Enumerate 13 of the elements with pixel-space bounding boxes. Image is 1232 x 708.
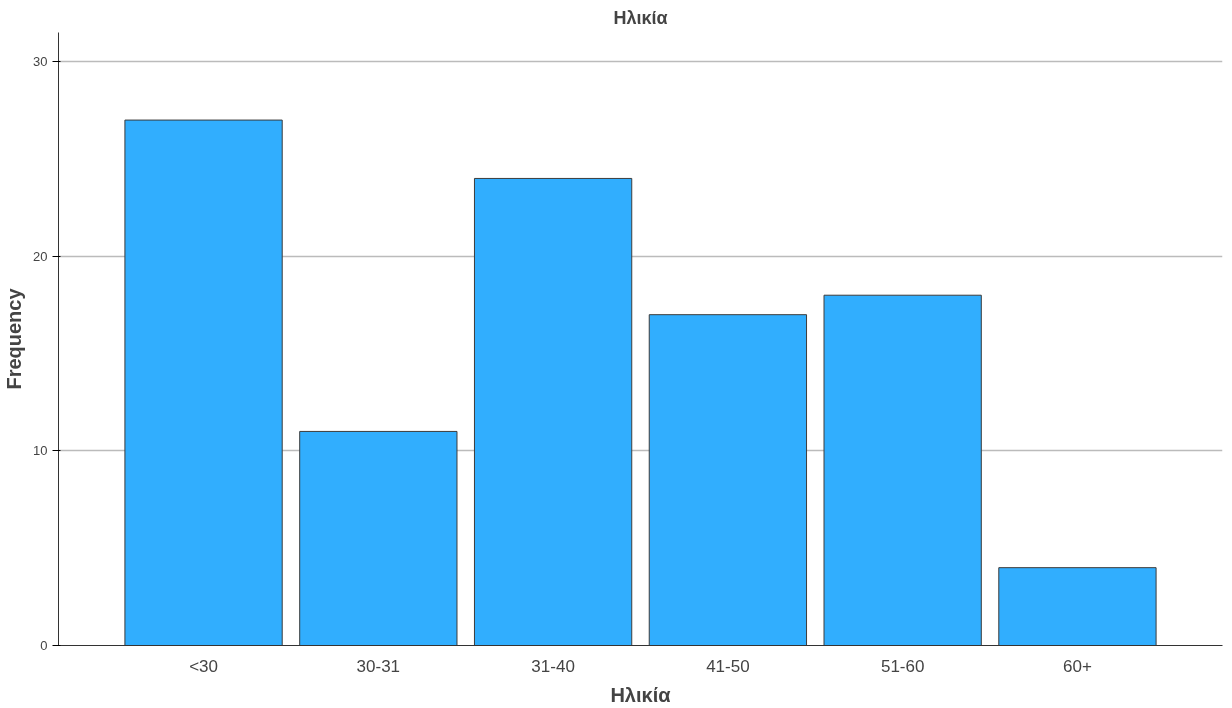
x-tick-label: 51-60 — [880, 656, 925, 676]
chart-title: Ηλικία — [613, 7, 668, 28]
x-tick-label: 30-31 — [356, 656, 401, 676]
y-axis-title: Frequency — [3, 287, 26, 390]
x-tick-label: 60+ — [1063, 656, 1092, 676]
y-tick-label: 10 — [33, 443, 48, 459]
x-tick-label: 31-40 — [531, 656, 575, 676]
y-tick-label: 20 — [33, 248, 48, 264]
y-tick-label: 0 — [40, 638, 48, 653]
x-axis-title: Ηλικία — [610, 683, 672, 706]
x-tick-label: 41-50 — [706, 656, 750, 676]
x-tick-label: <30 — [189, 656, 218, 676]
y-tick-label: 30 — [33, 54, 48, 70]
